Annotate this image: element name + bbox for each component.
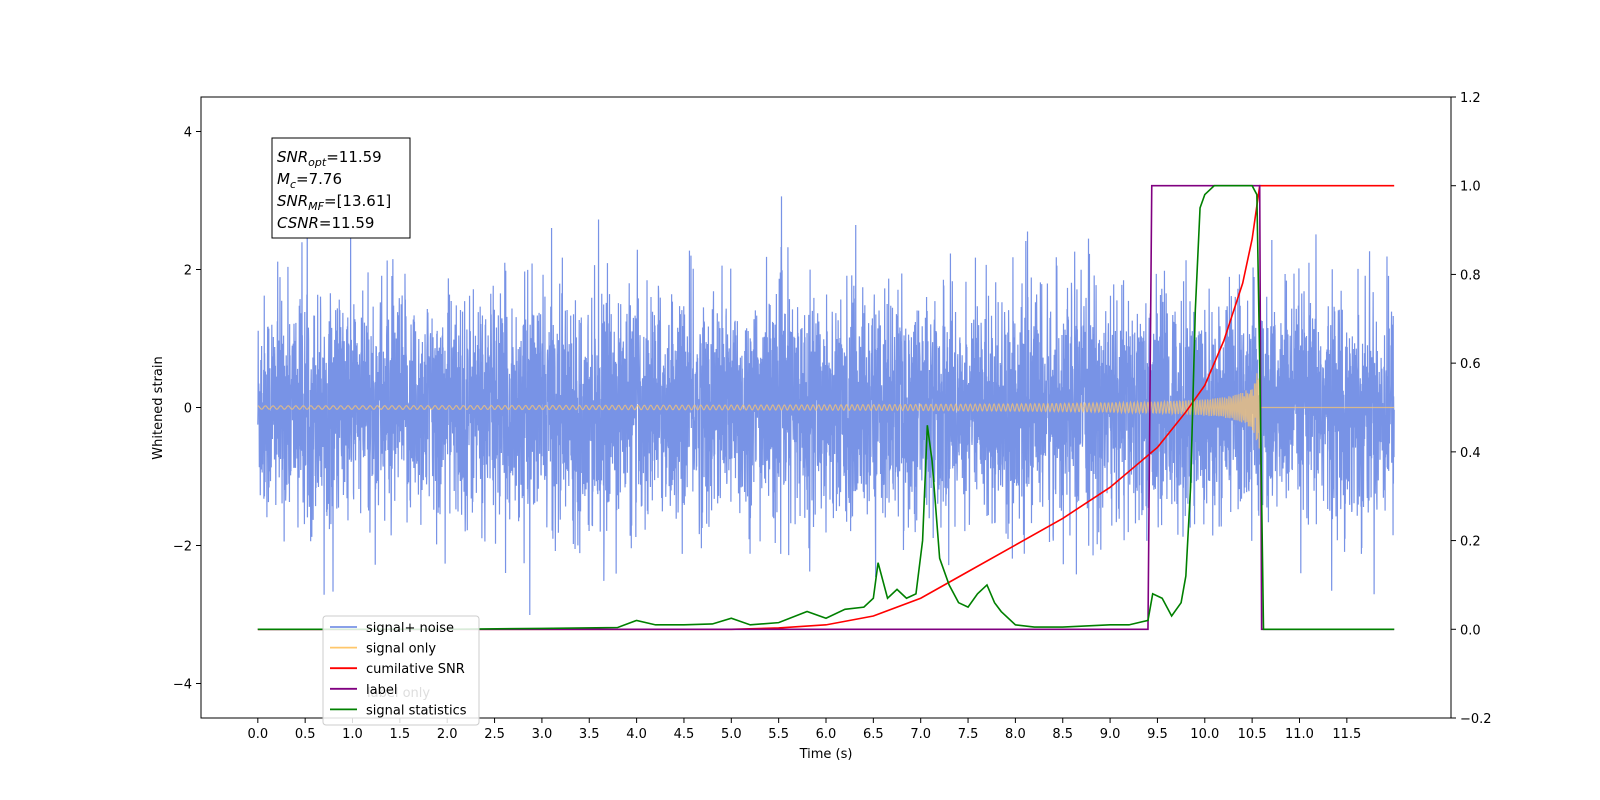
series-line-signal-noise [257, 196, 1395, 616]
x-tick-label: 7.0 [910, 727, 931, 742]
x-tick-label: 2.5 [484, 727, 505, 742]
x-tick-label: 4.5 [674, 727, 695, 742]
legend-label: cumilative SNR [366, 662, 465, 677]
x-tick-label: 5.5 [768, 727, 789, 742]
annotation-line: SNRMF=[13.61] [277, 192, 391, 213]
annotation-symbol: CSNR [277, 214, 319, 232]
x-tick-label: 5.0 [721, 727, 742, 742]
x-tick-label: 4.0 [626, 727, 647, 742]
series-line-signal-statistics [257, 184, 1395, 631]
x-tick-label: 10.0 [1190, 727, 1219, 742]
annotation-box: SNRopt=11.59Mc=7.76SNRMF=[13.61]CSNR=11.… [271, 137, 411, 239]
y-tick-label: 4 [184, 126, 192, 141]
legend-ghost-text: label only [367, 686, 430, 701]
series-4 [257, 184, 1395, 631]
annotation-symbol: M [277, 170, 290, 188]
x-tick-label: 3.5 [579, 727, 600, 742]
series-1 [257, 373, 1395, 449]
annotation-subscript: c [290, 178, 296, 191]
annotation-value: =7.76 [296, 170, 342, 188]
x-tick-label: 6.0 [816, 727, 837, 742]
legend-label: label [366, 683, 397, 698]
y-tick-label: 0 [184, 402, 192, 417]
y2-tick-label: 0.8 [1460, 268, 1481, 283]
legend-label: signal only [366, 642, 436, 657]
annotation-line: SNRopt=11.59 [277, 148, 382, 169]
x-tick-label: 9.0 [1100, 727, 1121, 742]
y2-tick-label: 0.4 [1460, 446, 1481, 461]
x-tick-label: 2.0 [437, 727, 458, 742]
y-axis-left: −4 −2 0 2 4 [173, 126, 201, 693]
annotation-symbol: SNR [277, 192, 308, 210]
annotation-frame [271, 137, 411, 239]
series-line-signal-only [257, 373, 1395, 449]
annotation-line: Mc=7.76 [277, 170, 342, 191]
x-axis: 0.0 0.5 1.0 1.5 2.0 2.5 3.0 3.5 4.0 4.5 5.0 5.5 6.0 6… [247, 718, 1361, 742]
x-tick-label: 1.5 [390, 727, 411, 742]
annotation-symbol: SNR [277, 148, 308, 166]
x-axis-label: Time (s) [799, 747, 853, 762]
y2-tick-label: 0.6 [1460, 357, 1481, 372]
x-tick-label: 8.5 [1052, 727, 1073, 742]
annotation-subscript: MF [308, 200, 324, 213]
y2-tick-label: 1.0 [1460, 180, 1481, 195]
annotation-value: =11.59 [326, 148, 382, 166]
annotation-value: =[13.61] [324, 192, 391, 210]
x-tick-label: 1.0 [342, 727, 363, 742]
annotation-subscript: opt [308, 156, 327, 169]
y-tick-label: 2 [184, 264, 192, 279]
y2-tick-label: 0.0 [1460, 623, 1481, 638]
annotation-value: =11.59 [319, 214, 375, 232]
y2-tick-label: −0.2 [1460, 712, 1492, 727]
y2-tick-label: 0.2 [1460, 535, 1481, 550]
series-layer [257, 184, 1395, 631]
y-tick-label: −4 [173, 678, 192, 693]
y-tick-label: −2 [173, 540, 192, 555]
x-tick-label: 7.5 [958, 727, 979, 742]
x-tick-label: 11.5 [1332, 727, 1361, 742]
annotation-line: CSNR=11.59 [277, 214, 374, 232]
y2-tick-label: 1.2 [1460, 91, 1481, 106]
legend-label: signal+ noise [366, 621, 454, 636]
legend-label: signal statistics [366, 703, 467, 718]
x-tick-label: 11.0 [1285, 727, 1314, 742]
y-axis-right: −0.2 0.0 0.2 0.4 0.6 0.8 1.0 1.2 [1451, 91, 1492, 727]
x-tick-label: 6.5 [863, 727, 884, 742]
legend: label only signal+ noise signal only cumila… [322, 615, 480, 726]
x-tick-label: 3.0 [532, 727, 553, 742]
x-tick-label: 10.5 [1238, 727, 1267, 742]
legend-frame [322, 615, 480, 726]
series-0 [257, 196, 1395, 616]
x-tick-label: 8.0 [1005, 727, 1026, 742]
series-line-cumilative-snr [257, 184, 1395, 631]
x-tick-label: 0.0 [247, 727, 268, 742]
y-axis-label: Whitened strain [151, 356, 166, 459]
series-2 [257, 184, 1395, 631]
x-tick-label: 0.5 [295, 727, 316, 742]
x-tick-label: 9.5 [1147, 727, 1168, 742]
